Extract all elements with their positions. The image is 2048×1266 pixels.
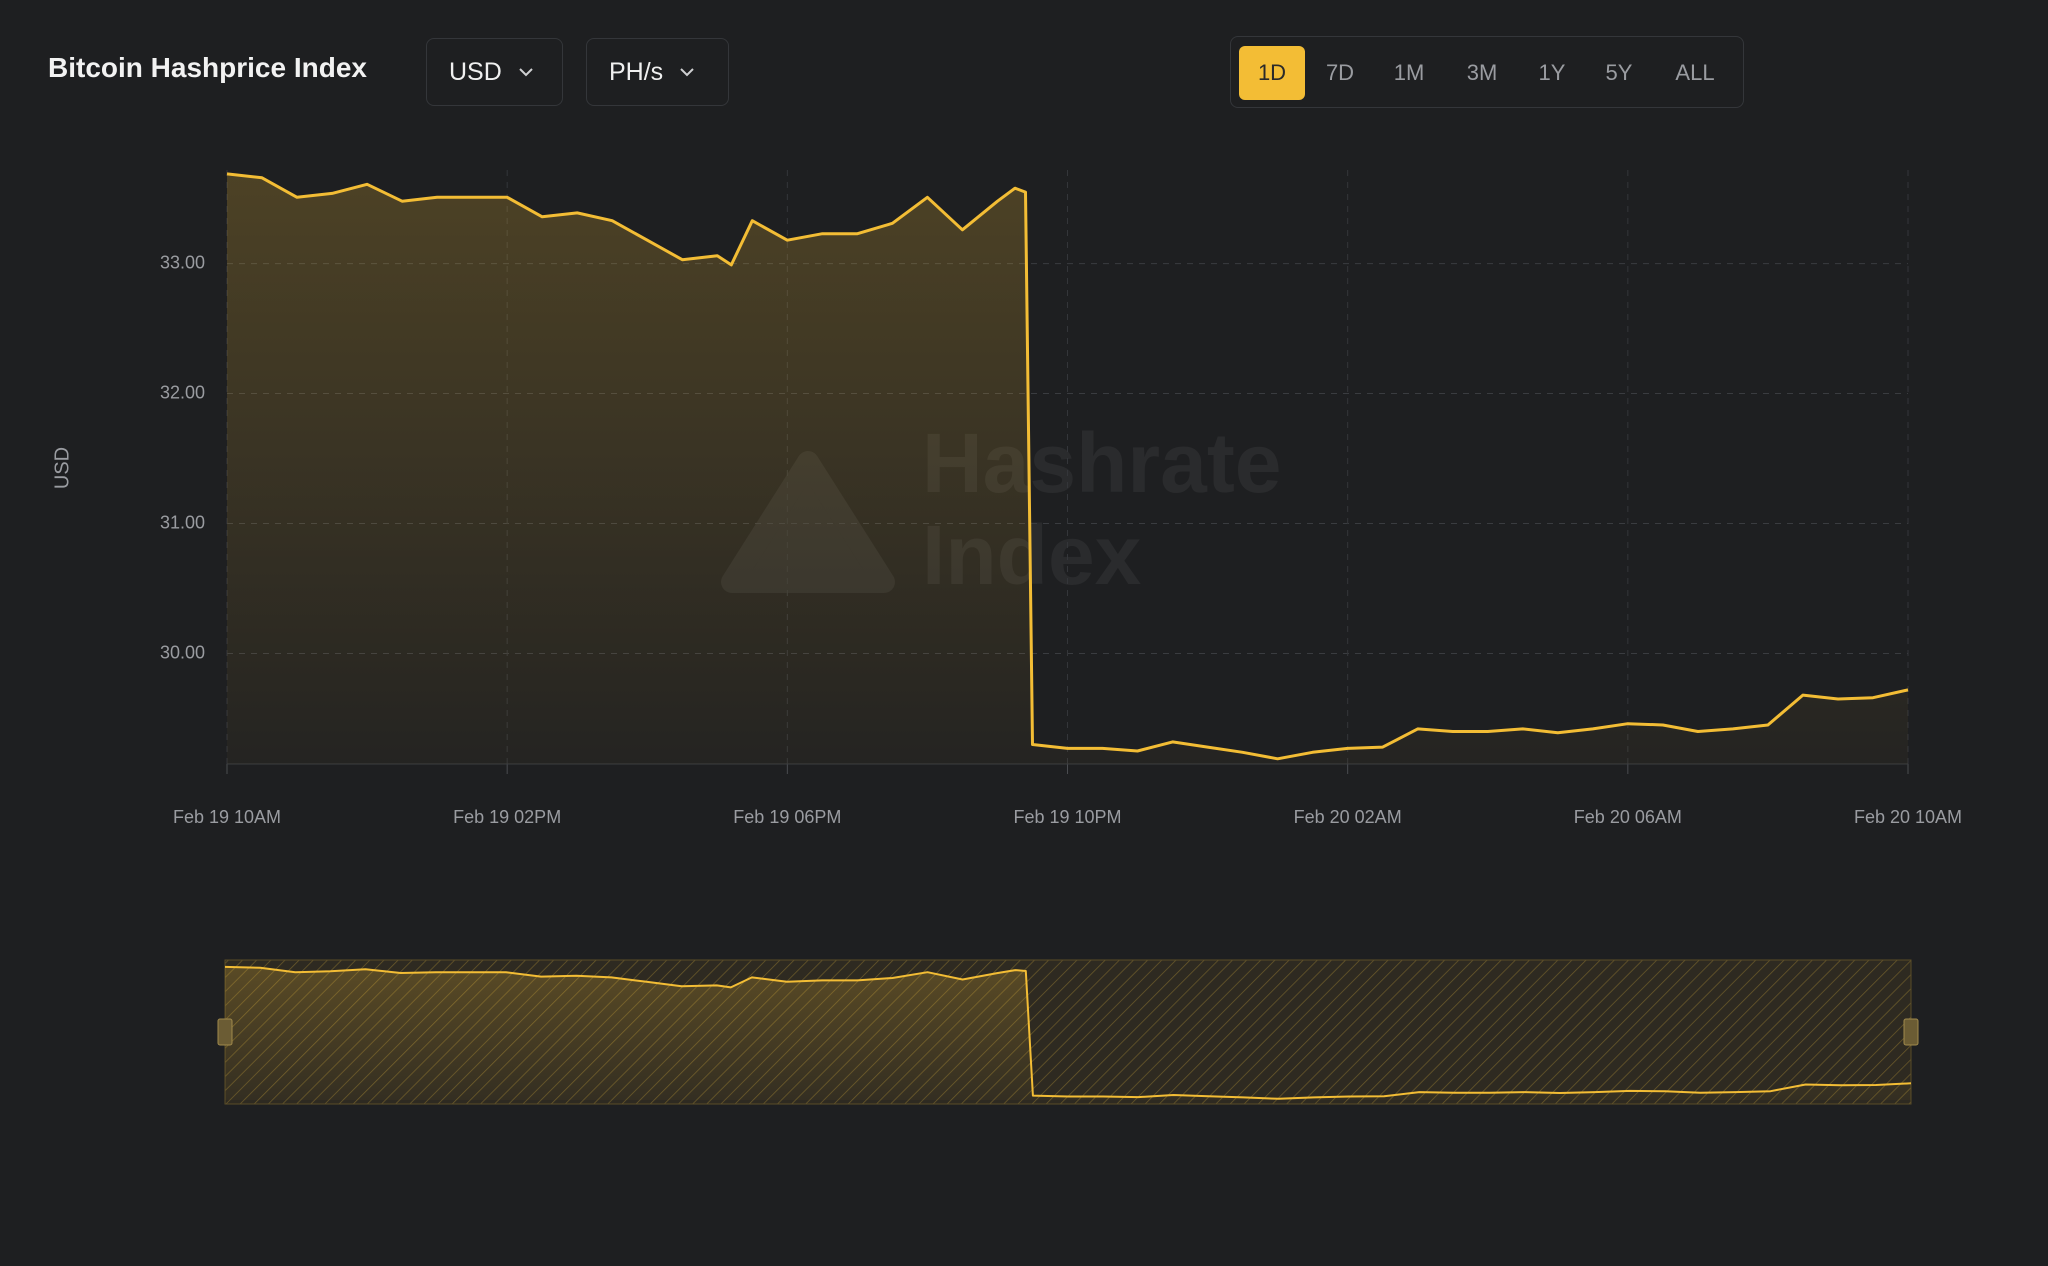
area-navigator (225, 966, 1911, 1100)
chevron (680, 68, 694, 77)
x-tick-label: Feb 19 10PM (1013, 807, 1121, 827)
dropdown-label: PH/s (609, 57, 664, 86)
x-tick-label: Feb 19 10AM (173, 807, 281, 827)
range-button[interactable]: 7D (1325, 60, 1355, 85)
range-selector (1230, 36, 1744, 108)
dropdown-label: USD (449, 57, 502, 86)
range-button[interactable]: ALL (1675, 60, 1715, 85)
y-tick-label: 33.00 (160, 252, 205, 272)
area (227, 173, 1908, 764)
range-button[interactable]: 1Y (1538, 60, 1566, 85)
watermark-logo (721, 451, 895, 593)
range-button[interactable]: 5Y (1605, 60, 1633, 85)
navigator-window (224, 959, 1912, 1105)
range-button[interactable]: 1M (1393, 60, 1425, 85)
line-navigator (224, 965, 1912, 1100)
page-title: Bitcoin Hashprice Index (48, 52, 367, 83)
y-tick-label: 31.00 (160, 512, 205, 532)
watermark: Hashrate (922, 416, 1282, 510)
y-tick-label: 32.00 (160, 382, 205, 402)
navigator-handle[interactable] (217, 1018, 233, 1046)
x-tick-label: Feb 19 02PM (453, 807, 561, 827)
x-tick-label: Feb 20 10AM (1854, 807, 1962, 827)
chevron (519, 68, 533, 77)
watermark: Index (922, 508, 1142, 602)
y-axis-label: USD (51, 447, 73, 489)
y-tick-label: 30.00 (160, 642, 205, 662)
x-tick-label: Feb 20 02AM (1294, 807, 1402, 827)
range-button[interactable]: 3M (1466, 60, 1498, 85)
currency-dropdown[interactable]: USD (426, 38, 563, 106)
range-button[interactable]: 1D (1239, 46, 1305, 100)
x-tick-label: Feb 20 06AM (1574, 807, 1682, 827)
x-tick-label: Feb 19 06PM (733, 807, 841, 827)
unit-dropdown[interactable]: PH/s (586, 38, 729, 106)
line (226, 172, 1909, 761)
navigator-handle[interactable] (1903, 1018, 1919, 1046)
